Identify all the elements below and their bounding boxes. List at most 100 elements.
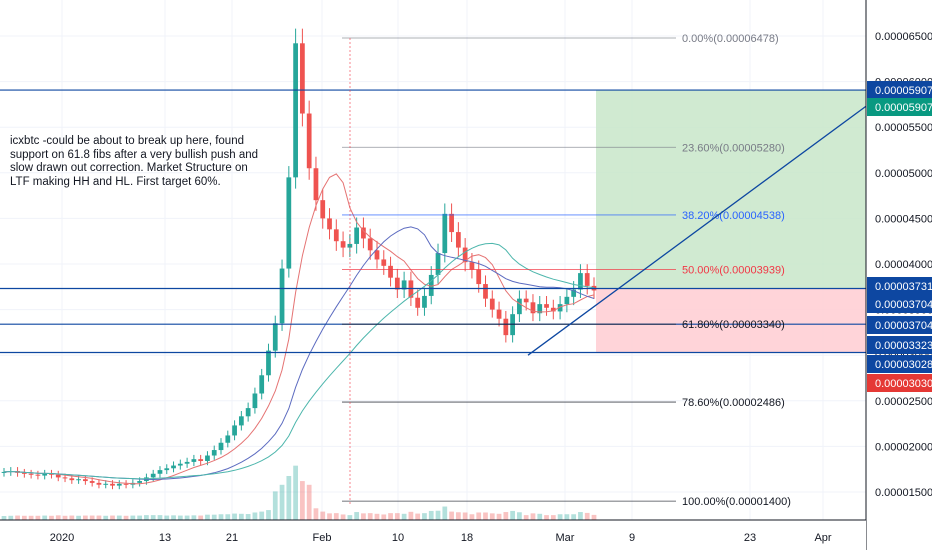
volume-bar xyxy=(483,512,488,520)
candle-body xyxy=(225,435,231,443)
trend-line xyxy=(527,105,867,356)
stop-zone xyxy=(596,288,866,353)
price-badge xyxy=(867,316,932,334)
volume-bar xyxy=(489,513,495,520)
candle-body xyxy=(578,273,583,290)
price-badge-label: 0.00003731 xyxy=(875,281,932,293)
candle-body xyxy=(300,43,305,114)
volume-bar xyxy=(537,513,543,520)
candle-body xyxy=(550,307,556,312)
y-tick-label: 0.00001500 xyxy=(875,487,932,499)
volume-bar xyxy=(279,484,285,520)
candle-body xyxy=(327,218,332,230)
volume-bar xyxy=(347,515,353,520)
volume-bar xyxy=(381,514,387,520)
candle-body xyxy=(272,323,278,351)
volume-bar xyxy=(530,513,536,520)
volume-bar xyxy=(238,513,244,520)
candle-body xyxy=(340,241,346,248)
price-badge xyxy=(867,81,932,99)
volume-bar xyxy=(103,515,109,520)
volume-bar xyxy=(449,511,454,520)
price-badge-label: 0.00003028 xyxy=(875,359,932,371)
candle-body xyxy=(354,227,360,244)
volume-bar xyxy=(55,515,61,520)
candle-body xyxy=(333,229,339,242)
volume-bar xyxy=(218,514,224,520)
candle-body xyxy=(361,227,366,239)
candle-body xyxy=(266,350,271,376)
price-badge-label: 0.00003704 xyxy=(875,299,932,311)
volume-bar xyxy=(157,515,163,520)
volume-bar xyxy=(544,515,549,520)
volume-bar xyxy=(408,511,414,520)
volume-bar xyxy=(137,515,143,520)
volume-bar xyxy=(259,511,265,520)
x-tick-label: 18 xyxy=(461,532,473,544)
volume-bar xyxy=(150,515,156,520)
fib-level-label: 100.00%(0.00001400) xyxy=(682,496,791,508)
volume-bar xyxy=(476,512,482,520)
volume-bar xyxy=(69,515,75,520)
volume-bar xyxy=(550,515,556,520)
candle-body xyxy=(232,425,237,436)
price-badge-label: 0.00005907 xyxy=(875,102,932,114)
candle-body xyxy=(252,393,258,409)
candle-body xyxy=(422,295,427,308)
candle-body xyxy=(394,277,400,290)
volume-bar xyxy=(388,513,393,520)
candle-body xyxy=(449,213,454,233)
candle-body xyxy=(367,238,373,251)
y-tick-label: 0.00005500 xyxy=(875,122,932,134)
candle-body xyxy=(177,463,183,466)
fib-level-label: 0.00%(0.00006478) xyxy=(682,33,779,45)
candle-body xyxy=(401,280,407,290)
candle-body xyxy=(28,473,34,475)
candle-body xyxy=(116,483,122,486)
candle-body xyxy=(198,459,204,461)
candle-body xyxy=(428,274,434,296)
volume-bar xyxy=(123,515,129,520)
candle-body xyxy=(442,213,448,254)
volume-bar xyxy=(211,514,217,520)
candle-body xyxy=(245,408,251,417)
volume-bar xyxy=(76,515,81,520)
volume-bar xyxy=(462,512,468,520)
candle-body xyxy=(89,481,95,483)
volume-bar xyxy=(394,513,400,520)
candle-body xyxy=(537,304,543,314)
fib-level-label: 38.20%(0.00004538) xyxy=(682,210,785,222)
candle-body xyxy=(476,269,482,285)
volume-bar xyxy=(510,510,515,520)
volume-bar xyxy=(96,515,102,520)
x-tick-label: 13 xyxy=(159,532,171,544)
candle-body xyxy=(517,298,522,315)
volume-bar xyxy=(469,514,475,520)
volume-bar xyxy=(300,481,305,520)
fib-level-label: 61.80%(0.00003340) xyxy=(682,319,785,331)
candle-body xyxy=(1,471,7,473)
candle-body xyxy=(238,416,244,426)
candle-body xyxy=(503,318,509,336)
volume-bar xyxy=(21,515,27,520)
candle-body xyxy=(564,296,570,305)
price-badge xyxy=(867,98,932,116)
y-tick-label: 0.00005000 xyxy=(875,168,932,180)
candle-body xyxy=(83,479,88,482)
candle-body xyxy=(313,168,319,201)
volume-bar xyxy=(232,513,237,520)
volume-bar xyxy=(245,514,251,520)
volume-bar xyxy=(517,512,522,520)
x-tick-label: 21 xyxy=(226,532,238,544)
candle-body xyxy=(218,442,224,451)
candle-body xyxy=(205,455,210,461)
candle-body xyxy=(184,461,190,464)
volume-bar xyxy=(571,514,577,520)
candle-body xyxy=(55,474,61,478)
volume-bar xyxy=(191,515,197,520)
volume-bar xyxy=(49,515,54,520)
moving-average-line xyxy=(3,226,595,481)
y-tick-label: 0.00004500 xyxy=(875,213,932,225)
volume-bar xyxy=(340,514,346,520)
